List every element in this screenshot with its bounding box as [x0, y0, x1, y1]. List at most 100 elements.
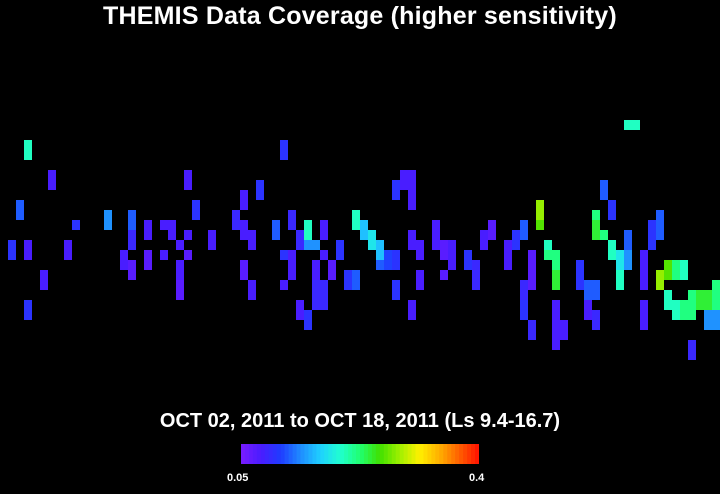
coverage-cell: [128, 210, 136, 220]
coverage-cell: [352, 280, 360, 290]
coverage-cell: [360, 220, 368, 230]
coverage-cell: [512, 230, 520, 240]
coverage-cell: [208, 230, 216, 240]
coverage-cell: [184, 170, 192, 180]
coverage-cell: [248, 280, 256, 290]
coverage-cell: [672, 270, 680, 280]
colorbar-segment: [284, 444, 290, 464]
coverage-cell: [552, 270, 560, 280]
coverage-cell: [320, 280, 328, 290]
colorbar-segment: [272, 444, 278, 464]
colorbar-segment: [280, 444, 286, 464]
coverage-cell: [408, 240, 416, 250]
coverage-cell: [296, 310, 304, 320]
coverage-cell: [680, 310, 688, 320]
coverage-cell: [208, 240, 216, 250]
coverage-cell: [24, 300, 32, 310]
coverage-cell: [648, 240, 656, 250]
coverage-cell: [352, 270, 360, 280]
colorbar-segment: [356, 444, 361, 464]
coverage-cell: [168, 220, 176, 230]
coverage-cell: [552, 310, 560, 320]
coverage-cell: [368, 240, 376, 250]
colorbar-segment: [316, 444, 321, 464]
coverage-cell: [672, 300, 680, 310]
colorbar-segment: [367, 444, 373, 464]
coverage-cell: [440, 240, 448, 250]
coverage-cell: [416, 240, 424, 250]
coverage-cell: [656, 220, 664, 230]
coverage-cell: [232, 210, 240, 220]
coverage-cell: [432, 220, 440, 230]
coverage-cell: [552, 260, 560, 270]
colorbar-segment: [340, 444, 345, 464]
coverage-cell: [688, 340, 696, 350]
coverage-cell: [680, 300, 688, 310]
colorbar-segment: [431, 444, 436, 464]
coverage-cell: [536, 220, 544, 230]
coverage-cell: [616, 250, 624, 260]
coverage-cell: [592, 290, 600, 300]
colorbar-segment: [407, 444, 413, 464]
coverage-cell: [128, 220, 136, 230]
coverage-cell: [176, 270, 184, 280]
colorbar-segment: [344, 444, 349, 464]
coverage-cell: [336, 250, 344, 260]
coverage-cell: [48, 180, 56, 190]
colorbar-segment: [371, 444, 377, 464]
coverage-cell: [288, 250, 296, 260]
colorbar-segment: [455, 444, 460, 464]
coverage-cell: [40, 270, 48, 280]
coverage-cell: [576, 260, 584, 270]
coverage-cell: [416, 270, 424, 280]
coverage-cell: [528, 250, 536, 260]
coverage-cell: [120, 250, 128, 260]
coverage-cell: [640, 270, 648, 280]
colorbar-max-label: 0.4: [469, 472, 485, 484]
coverage-cell: [296, 230, 304, 240]
coverage-cell: [280, 280, 288, 290]
coverage-cell: [712, 280, 720, 290]
coverage-cell: [328, 270, 336, 280]
coverage-cell: [304, 310, 312, 320]
coverage-cell: [128, 260, 136, 270]
coverage-cell: [640, 300, 648, 310]
coverage-cell: [592, 230, 600, 240]
coverage-cell: [528, 320, 536, 330]
coverage-cell: [528, 330, 536, 340]
coverage-cell: [192, 200, 200, 210]
coverage-cell: [544, 250, 552, 260]
coverage-cell: [352, 220, 360, 230]
colorbar: [241, 444, 479, 464]
coverage-cell: [392, 250, 400, 260]
coverage-cell: [320, 230, 328, 240]
coverage-cell: [8, 250, 16, 260]
colorbar-segment: [308, 444, 313, 464]
coverage-cell: [64, 250, 72, 260]
coverage-cell: [176, 240, 184, 250]
coverage-cell: [688, 290, 696, 300]
coverage-cell: [312, 300, 320, 310]
coverage-cell: [240, 190, 248, 200]
coverage-cell: [552, 330, 560, 340]
coverage-cell: [160, 220, 168, 230]
coverage-cell: [552, 300, 560, 310]
coverage-cell: [128, 230, 136, 240]
coverage-cell: [552, 340, 560, 350]
colorbar-segment: [467, 444, 472, 464]
coverage-cell: [232, 220, 240, 230]
chart-title: THEMIS Data Coverage (higher sensitivity…: [103, 2, 617, 30]
coverage-cell: [680, 270, 688, 280]
colorbar-segment: [423, 444, 429, 464]
coverage-cell: [72, 220, 80, 230]
coverage-cell: [480, 240, 488, 250]
coverage-cell: [360, 230, 368, 240]
colorbar-segment: [244, 444, 250, 464]
coverage-cell: [616, 260, 624, 270]
coverage-cell: [584, 300, 592, 310]
coverage-cell: [304, 230, 312, 240]
coverage-cell: [592, 320, 600, 330]
colorbar-segment: [360, 444, 365, 464]
colorbar-segment: [296, 444, 302, 464]
colorbar-min-label: 0.05: [227, 472, 249, 484]
